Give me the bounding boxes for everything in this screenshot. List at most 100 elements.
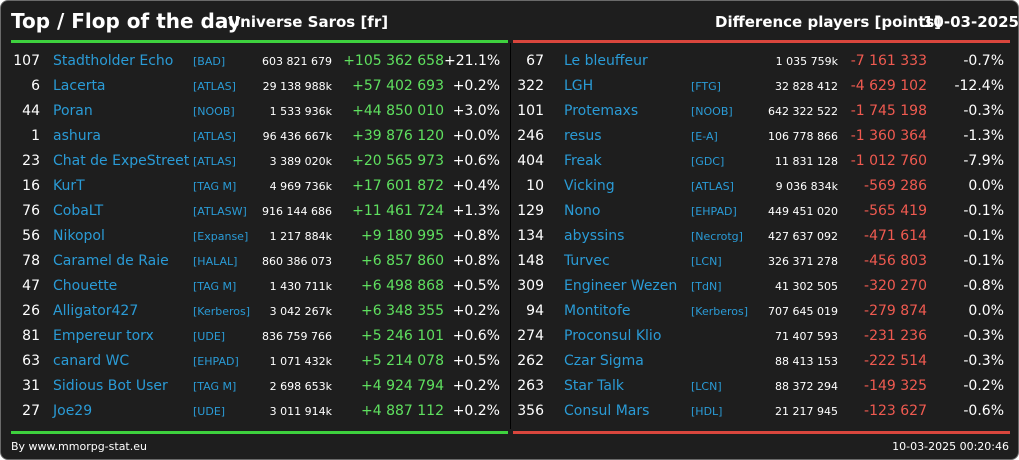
top-player-row: 81 Empereur torx [UDE] 836 759 766 +5 246 10…	[1, 324, 510, 349]
alliance-tag-link[interactable]: [Expanse]	[193, 230, 249, 243]
alliance-tag-link[interactable]: [TAG M]	[193, 180, 237, 193]
player-rank: 148	[517, 253, 544, 269]
score-difference: +9 180 995	[361, 228, 444, 244]
top-player-row: 63 canard WC [EHPAD] 1 071 432k +5 214 078 +0…	[1, 349, 510, 374]
difference-percent: +0.6%	[452, 153, 500, 169]
player-name-link[interactable]: Le bleuffeur	[564, 53, 648, 69]
score-difference: +6 498 868	[361, 278, 444, 294]
top-player-row: 56 Nikopol [Expanse] 1 217 884k +9 180 995 +0…	[1, 224, 510, 249]
player-name-link[interactable]: Alligator427	[53, 303, 139, 319]
source-credit: By www.mmorpg-stat.eu	[11, 440, 147, 453]
player-rank: 129	[517, 203, 544, 219]
score-difference: +11 461 724	[352, 203, 444, 219]
flop-player-row: 10 Vicking [ATLAS] 9 036 834k -569 286 0.0%	[511, 174, 1018, 199]
top-section-bar	[11, 40, 508, 43]
score-difference: -320 270	[864, 278, 927, 294]
player-name-link[interactable]: Sidious Bot User	[53, 378, 168, 394]
flop-player-row: 322 LGH [FTG] 32 828 412 -4 629 102 -12.4%	[511, 74, 1018, 99]
player-name-link[interactable]: canard WC	[53, 353, 130, 369]
top-players-list: 107 Stadtholder Echo [BAD] 603 821 679 +105 …	[1, 49, 510, 424]
alliance-tag-link[interactable]: [TAG M]	[193, 280, 237, 293]
score-difference: -456 803	[864, 253, 927, 269]
player-name-link[interactable]: Lacerta	[53, 78, 106, 94]
player-name-link[interactable]: CobaLT	[53, 203, 104, 219]
score-difference: +5 214 078	[361, 353, 444, 369]
player-name-link[interactable]: Joe29	[53, 403, 93, 419]
player-score: 916 144 686	[262, 205, 332, 218]
player-score: 4 969 736k	[269, 180, 332, 193]
metric-label: Difference players [points]	[715, 13, 942, 31]
player-name-link[interactable]: Poran	[53, 103, 93, 119]
player-name-link[interactable]: Czar Sigma	[564, 353, 644, 369]
player-score: 449 451 020	[768, 205, 838, 218]
player-name-link[interactable]: Chat de ExpeStreet	[53, 153, 190, 169]
difference-percent: +0.2%	[452, 378, 500, 394]
player-name-link[interactable]: Empereur torx	[53, 328, 154, 344]
player-name-link[interactable]: Nikopol	[53, 228, 105, 244]
flop-player-row: 246 resus [E-A] 106 778 866 -1 360 364 -1.3%	[511, 124, 1018, 149]
player-name-link[interactable]: Freak	[564, 153, 602, 169]
player-name-link[interactable]: Engineer Wezen	[564, 278, 678, 294]
player-name-link[interactable]: Turvec	[564, 253, 610, 269]
alliance-tag-link[interactable]: [EHPAD]	[691, 205, 737, 218]
player-name-link[interactable]: Chouette	[53, 278, 118, 294]
player-name-link[interactable]: Star Talk	[564, 378, 624, 394]
alliance-tag-link[interactable]: [UDE]	[193, 330, 226, 343]
difference-percent: -0.1%	[963, 253, 1004, 269]
alliance-tag-link[interactable]: [EHPAD]	[193, 355, 239, 368]
alliance-tag-link[interactable]: [LCN]	[691, 380, 722, 393]
player-name-link[interactable]: ashura	[53, 128, 101, 144]
alliance-tag-link[interactable]: [UDE]	[193, 405, 226, 418]
top-player-row: 27 Joe29 [UDE] 3 011 914k +4 887 112 +0.2%	[1, 399, 510, 424]
player-score: 1 035 759k	[775, 55, 838, 68]
alliance-tag-link[interactable]: [E-A]	[691, 130, 718, 143]
top-player-row: 47 Chouette [TAG M] 1 430 711k +6 498 868 +0.…	[1, 274, 510, 299]
alliance-tag-link[interactable]: [Kerberos]	[193, 305, 251, 318]
player-name-link[interactable]: Consul Mars	[564, 403, 650, 419]
alliance-tag-link[interactable]: [ATLASW]	[193, 205, 247, 218]
player-name-link[interactable]: Stadtholder Echo	[53, 53, 174, 69]
player-name-link[interactable]: Caramel de Raie	[53, 253, 169, 269]
player-name-link[interactable]: KurT	[53, 178, 85, 194]
flop-section-bottom-bar	[513, 431, 1010, 434]
universe-label: Universe Saros [fr]	[228, 13, 389, 31]
alliance-tag-link[interactable]: [BAD]	[193, 55, 226, 68]
alliance-tag-link[interactable]: [HALAL]	[193, 255, 238, 268]
alliance-tag-link[interactable]: [Necrotg]	[691, 230, 743, 243]
alliance-tag-link[interactable]: [NOOB]	[691, 105, 733, 118]
alliance-tag-link[interactable]: [GDC]	[691, 155, 725, 168]
player-name-link[interactable]: resus	[564, 128, 602, 144]
difference-percent: +0.2%	[452, 403, 500, 419]
alliance-tag-link[interactable]: [NOOB]	[193, 105, 235, 118]
score-difference: -1 745 198	[850, 103, 927, 119]
alliance-tag-link[interactable]: [LCN]	[691, 255, 722, 268]
player-name-link[interactable]: Nono	[564, 203, 601, 219]
player-name-link[interactable]: LGH	[564, 78, 594, 94]
player-name-link[interactable]: Protemaxs	[564, 103, 639, 119]
alliance-tag-link[interactable]: [ATLAS]	[193, 80, 236, 93]
alliance-tag-link[interactable]: [TAG M]	[193, 380, 237, 393]
alliance-tag-link[interactable]: [ATLAS]	[193, 130, 236, 143]
player-name-link[interactable]: Vicking	[564, 178, 615, 194]
alliance-tag-link[interactable]: [HDL]	[691, 405, 723, 418]
alliance-tag-link[interactable]: [FTG]	[691, 80, 721, 93]
player-score: 3 389 020k	[269, 155, 332, 168]
alliance-tag-link[interactable]: [ATLAS]	[691, 180, 734, 193]
difference-percent: +0.5%	[452, 353, 500, 369]
player-name-link[interactable]: abyssins	[564, 228, 625, 244]
player-rank: 63	[22, 353, 40, 369]
flop-player-row: 404 Freak [GDC] 11 831 128 -1 012 760 -7.9%	[511, 149, 1018, 174]
score-difference: +105 362 658	[343, 53, 444, 69]
player-rank: 1	[31, 128, 40, 144]
score-difference: +6 348 355	[361, 303, 444, 319]
player-name-link[interactable]: Proconsul Klio	[564, 328, 662, 344]
player-score: 71 407 593	[775, 330, 838, 343]
alliance-tag-link[interactable]: [TdN]	[691, 280, 722, 293]
player-name-link[interactable]: Montitofe	[564, 303, 631, 319]
alliance-tag-link[interactable]: [ATLAS]	[193, 155, 236, 168]
player-rank: 81	[22, 328, 40, 344]
difference-percent: -0.3%	[963, 328, 1004, 344]
player-score: 836 759 766	[262, 330, 332, 343]
alliance-tag-link[interactable]: [Kerberos]	[691, 305, 749, 318]
player-score: 1 533 936k	[269, 105, 332, 118]
